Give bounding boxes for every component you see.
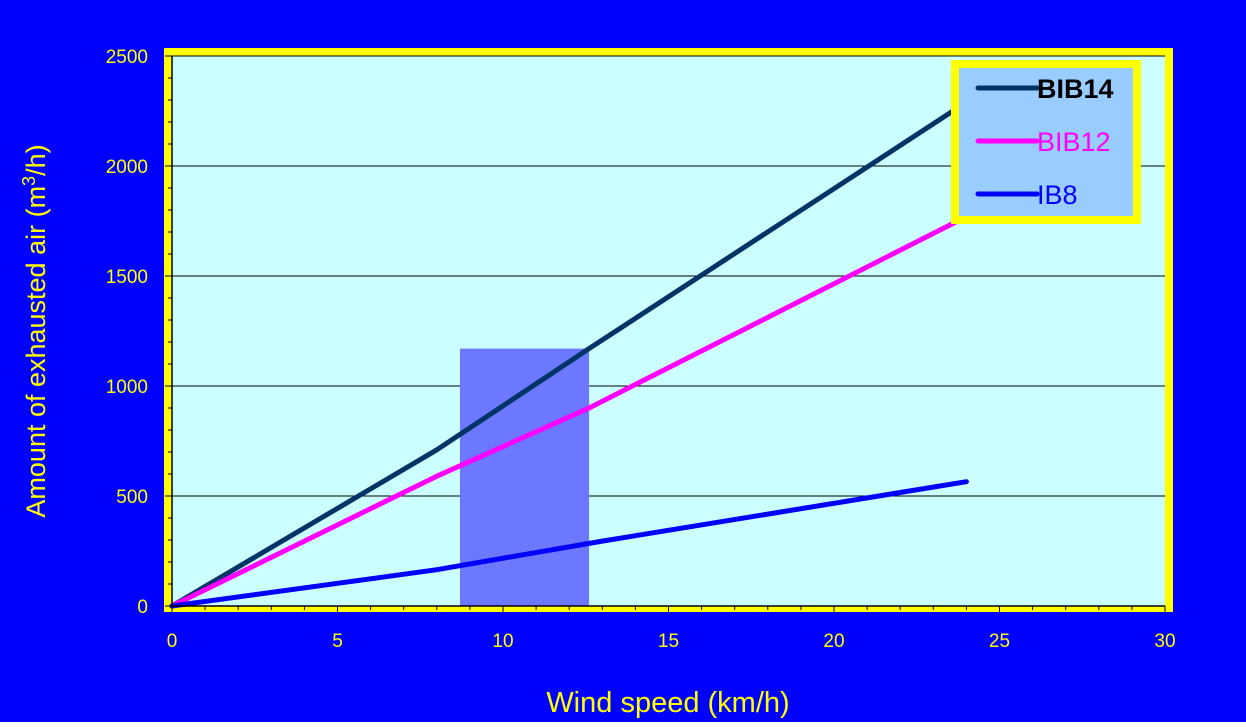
x-axis-title: Wind speed (km/h) xyxy=(546,687,789,719)
x-tick-label-0: 0 xyxy=(167,631,178,652)
legend-items: BIB14 BIB12 IB8 xyxy=(975,74,1114,210)
series-lines xyxy=(169,99,969,609)
y-axis-title-tail: /h) xyxy=(21,144,51,176)
y-tick-label-500: 500 xyxy=(116,487,148,508)
series-line-bib12 xyxy=(169,214,969,609)
legend-label-bib14: BIB14 xyxy=(1037,74,1114,104)
legend-label-ib8: IB8 xyxy=(1037,180,1078,210)
x-tick-label-15: 15 xyxy=(658,631,679,652)
x-tick-label-20: 20 xyxy=(823,631,844,652)
y-tick-label-0: 0 xyxy=(137,597,148,618)
series-line-ib8 xyxy=(169,479,969,609)
x-tick-label-5: 5 xyxy=(332,631,343,652)
x-tick-label-30: 30 xyxy=(1154,631,1175,652)
tick-marks xyxy=(165,55,1166,613)
y-axis-title-main: Amount of exhausted air (m xyxy=(21,186,51,518)
highlight-band xyxy=(459,348,590,606)
legend-label-bib12: BIB12 xyxy=(1037,127,1111,157)
y-axis-title: Amount of exhausted air (m3/h) xyxy=(19,144,51,517)
x-tick-label-25: 25 xyxy=(989,631,1010,652)
y-tick-labels: 0 500 1000 1500 2000 2500 xyxy=(106,47,148,618)
x-tick-labels: 0 5 10 15 20 25 30 xyxy=(167,631,1176,652)
y-axis-title-superscript: 3 xyxy=(19,176,39,186)
x-tick-label-10: 10 xyxy=(492,631,513,652)
y-tick-label-2500: 2500 xyxy=(106,47,148,68)
series-line-bib14 xyxy=(169,99,969,609)
legend: BIB14 BIB12 IB8 xyxy=(951,60,1141,224)
y-tick-label-1500: 1500 xyxy=(106,267,148,288)
y-tick-label-2000: 2000 xyxy=(106,157,148,178)
y-tick-label-1000: 1000 xyxy=(106,377,148,398)
